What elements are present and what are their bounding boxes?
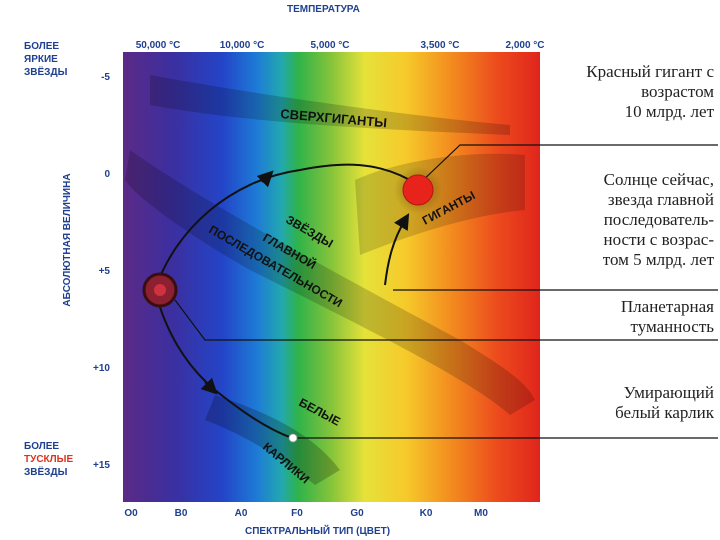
white-dwarf-star bbox=[288, 433, 298, 443]
evolution-track-upper bbox=[154, 163, 419, 291]
mag-label-plus5: +5 bbox=[98, 266, 110, 277]
temp-label-50000: 50,000 °C bbox=[135, 40, 181, 51]
annotation-red-giant-line-1: Красный гигант с bbox=[586, 62, 714, 81]
mag-label-minus5: -5 bbox=[101, 72, 110, 83]
y-axis-title: АБСОЛЮТНАЯ ВЕЛИЧИНА bbox=[62, 173, 73, 306]
nebula-core bbox=[154, 284, 166, 296]
spec-label-a0: A0 bbox=[234, 508, 248, 519]
mag-label-plus10: +10 bbox=[93, 363, 110, 374]
annotation-nebula: Планетарная туманность bbox=[621, 297, 714, 337]
evolution-arrow-down bbox=[200, 377, 218, 395]
annotation-sun-line-1: Солнце сейчас, bbox=[603, 170, 714, 189]
annotation-sun-line-2: звезда главной bbox=[607, 190, 714, 209]
brighter-stars-label: БОЛЕЕ ЯРКИЕ ЗВЁЗДЫ bbox=[24, 40, 67, 79]
white-dwarfs-band bbox=[205, 395, 340, 485]
temperature-title: ТЕМПЕРАТУРА bbox=[287, 4, 360, 15]
main-sequence-band bbox=[125, 150, 535, 415]
annotation-white-dwarf: Умирающий белый карлик bbox=[615, 383, 714, 423]
brighter-line-2: ЯРКИЕ bbox=[24, 54, 58, 65]
dimmer-stars-label: БОЛЕЕ ТУСКЛЫЕ ЗВЁЗДЫ bbox=[24, 440, 73, 479]
dimmer-line-3: ЗВЁЗДЫ bbox=[24, 467, 68, 478]
temp-label-10000: 10,000 °C bbox=[219, 40, 265, 51]
leader-nebula bbox=[174, 299, 718, 341]
spec-label-o0: O0 bbox=[124, 508, 138, 519]
mag-label-plus15: +15 bbox=[93, 460, 110, 471]
red-giant-star bbox=[402, 174, 434, 206]
brighter-line-1: БОЛЕЕ bbox=[24, 41, 60, 52]
supergiants-band bbox=[150, 75, 510, 135]
annotation-red-giant-line-3: 10 млрд. лет bbox=[624, 102, 714, 121]
spec-label-f0: F0 bbox=[291, 508, 303, 519]
spec-label-k0: K0 bbox=[419, 508, 433, 519]
annotation-nebula-line-2: туманность bbox=[630, 317, 714, 336]
annotation-sun-line-4: ности с возрас- bbox=[603, 230, 714, 249]
spec-label-g0: G0 bbox=[350, 508, 364, 519]
annotation-white-dwarf-line-1: Умирающий bbox=[623, 383, 714, 402]
annotation-sun-line-3: последователь- bbox=[603, 210, 714, 229]
evolution-arrow-up bbox=[256, 170, 274, 188]
dimmer-line-1: БОЛЕЕ bbox=[24, 441, 60, 452]
spec-label-m0: M0 bbox=[474, 508, 488, 519]
x-axis-title: СПЕКТРАЛЬНЫЙ ТИП (ЦВЕТ) bbox=[245, 526, 391, 537]
temp-label-3500: 3,500 °C bbox=[420, 40, 460, 51]
mag-label-0: 0 bbox=[104, 169, 110, 180]
temp-label-2000: 2,000 °C bbox=[505, 40, 545, 51]
annotation-sun: Солнце сейчас, звезда главной последоват… bbox=[603, 170, 714, 270]
annotation-sun-line-5: том 5 млрд. лет bbox=[602, 250, 714, 269]
evolution-track-giant bbox=[384, 213, 410, 286]
spec-label-b0: B0 bbox=[174, 508, 188, 519]
annotation-red-giant: Красный гигант с возрастом 10 млрд. лет bbox=[586, 62, 714, 122]
temp-label-5000: 5,000 °C bbox=[310, 40, 350, 51]
spectrum-background bbox=[123, 52, 540, 502]
annotation-red-giant-line-2: возрастом bbox=[641, 82, 714, 101]
brighter-line-3: ЗВЁЗДЫ bbox=[24, 67, 68, 78]
annotation-nebula-line-1: Планетарная bbox=[620, 297, 714, 316]
annotation-white-dwarf-line-2: белый карлик bbox=[615, 403, 714, 422]
dimmer-line-2: ТУСКЛЫЕ bbox=[24, 454, 74, 465]
